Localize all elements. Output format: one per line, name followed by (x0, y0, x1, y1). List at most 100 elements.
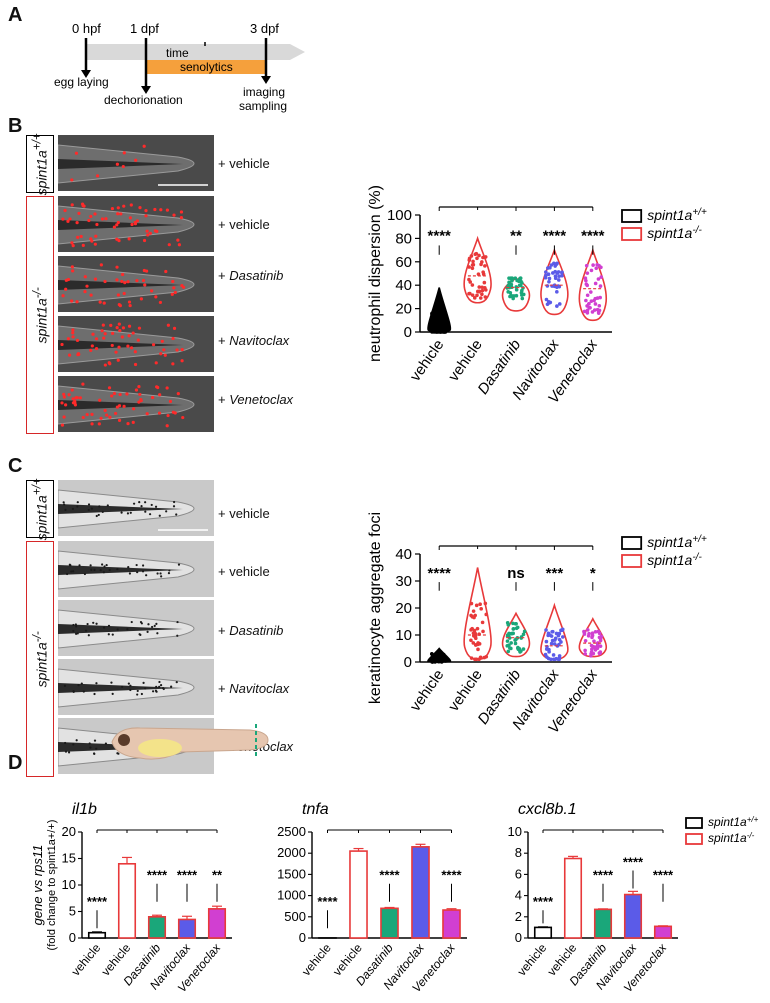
data-point (482, 280, 487, 285)
chart-title: cxcl8b.1 (518, 801, 577, 818)
data-point (443, 658, 448, 663)
legend-swatch-1 (621, 554, 643, 568)
y-tick-label: 40 (395, 277, 412, 294)
data-point (477, 253, 481, 258)
micrograph-image (58, 256, 214, 312)
y-tick-label: 15 (62, 851, 76, 866)
treatment-label-b-4: + Venetoclax (218, 392, 294, 407)
significance-3: **** (623, 855, 644, 870)
significance-4: **** (441, 868, 462, 883)
bar-2 (593, 908, 613, 939)
data-point (522, 629, 527, 634)
data-point (549, 657, 553, 662)
data-point (470, 263, 475, 267)
data-point (590, 631, 595, 635)
data-point (476, 641, 480, 645)
y-tick-label: 10 (395, 627, 412, 644)
micrograph-image (58, 541, 214, 597)
data-point (583, 652, 588, 656)
data-point (546, 272, 551, 276)
micrograph-image (58, 376, 214, 432)
y-tick-label: 80 (395, 230, 412, 247)
y-tick-label: 20 (395, 301, 412, 318)
data-point (469, 254, 474, 258)
significance-0: **** (428, 228, 452, 245)
data-point (508, 294, 513, 299)
data-point (545, 655, 549, 659)
data-point (521, 292, 526, 297)
data-point (509, 641, 513, 645)
y-tick-label: 0 (515, 930, 522, 945)
data-point (555, 285, 559, 289)
data-point (483, 285, 487, 290)
y-axis-label: gene vs rps11 (30, 845, 45, 926)
bar-1 (117, 862, 137, 939)
micrograph-b-mut-navitoclax (58, 316, 214, 372)
data-point (596, 641, 600, 645)
data-point (547, 279, 551, 284)
y-tick-label: 20 (395, 600, 412, 617)
data-point (469, 638, 473, 643)
data-point (596, 311, 601, 315)
data-point (593, 302, 598, 306)
bar-1 (563, 857, 583, 939)
significance-2: ** (510, 228, 522, 245)
data-point (544, 270, 548, 274)
micrograph-b-mut-dasatinib (58, 256, 214, 312)
data-point (549, 263, 554, 267)
y-tick-label: 20 (62, 824, 76, 839)
data-point (430, 311, 434, 316)
legend-c: spint1a+/+spint1a-/- (621, 534, 707, 568)
legend-swatch-1 (621, 227, 643, 241)
data-point (599, 275, 604, 279)
data-point (549, 641, 554, 646)
data-point (519, 649, 523, 653)
data-point (476, 272, 481, 276)
data-point (596, 629, 601, 634)
timeline-time-label: time (166, 46, 189, 60)
data-point (560, 270, 564, 275)
significance-2: **** (147, 868, 168, 883)
x-tick-label-0: vehicle (515, 941, 550, 979)
panel-label-d: D (8, 752, 23, 774)
chart-tnfa: tnfa05001000150020002500****vehiclevehic… (277, 801, 467, 995)
data-point (598, 644, 603, 648)
data-point (511, 626, 516, 631)
x-tick-label-1: vehicle (445, 667, 486, 715)
data-point (586, 633, 591, 638)
significance-4: **** (581, 228, 605, 245)
legend-label-0: spint1a+/+ (647, 207, 707, 224)
timeline-event-1: dechorionation (104, 93, 183, 107)
data-point (589, 268, 594, 273)
data-point (553, 657, 557, 662)
data-point (584, 278, 588, 283)
data-point (476, 647, 480, 652)
y-tick-label: 1000 (277, 888, 306, 903)
data-point (590, 310, 595, 314)
data-point (593, 296, 598, 301)
data-point (514, 285, 519, 289)
data-point (557, 637, 562, 642)
data-point (511, 296, 515, 301)
y-tick-label: 2000 (277, 845, 306, 860)
data-point (433, 327, 438, 332)
micrograph-image (58, 600, 214, 656)
data-point (513, 276, 518, 280)
y-tick-label: 2500 (277, 824, 306, 839)
chart-title: tnfa (302, 801, 329, 818)
data-point (437, 659, 441, 664)
bar-2 (380, 907, 399, 939)
panel-label-a: A (8, 4, 23, 26)
legend-b: spint1a+/+spint1a-/- (621, 207, 707, 241)
bar-3 (177, 918, 197, 939)
data-point (469, 601, 474, 606)
significance-2: **** (379, 868, 400, 883)
data-point (430, 652, 434, 656)
data-point (599, 634, 604, 639)
data-point (482, 655, 487, 660)
micrograph-image (58, 480, 214, 536)
data-point (472, 615, 476, 620)
data-point (550, 638, 555, 643)
